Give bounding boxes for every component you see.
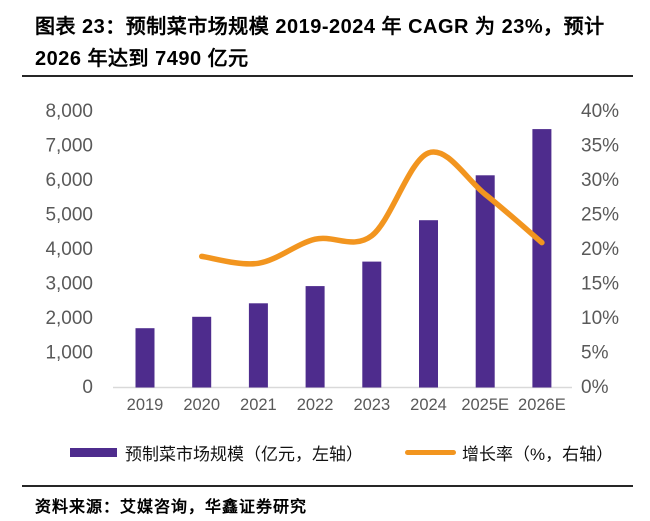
- figure-title: 图表 23：预制菜市场规模 2019-2024 年 CAGR 为 23%，预计 …: [35, 11, 625, 75]
- legend-line-swatch: [405, 449, 456, 455]
- legend-item-growth-rate: 增长率（%，右轴）: [405, 440, 613, 464]
- bar-2024: [419, 220, 438, 388]
- y-axis-left-tick-6000: 6,000: [45, 170, 93, 191]
- y-axis-right-tick-20: 20%: [581, 239, 619, 260]
- growth-rate-line: [198, 149, 545, 267]
- x-label-2024: 2024: [410, 396, 447, 414]
- bar-2026E: [532, 129, 552, 388]
- figure-title-line1: 图表 23：预制菜市场规模 2019-2024 年 CAGR 为 23%，预计: [35, 16, 605, 38]
- legend-item-market-size: 预制菜市场规模（亿元，左轴）: [70, 440, 363, 464]
- y-axis-left-tick-3000: 3,000: [45, 274, 93, 295]
- chart-legend: 预制菜市场规模（亿元，左轴） 增长率（%，右轴）: [0, 440, 650, 464]
- bar-2022: [305, 286, 325, 388]
- bar-2019: [135, 328, 155, 388]
- y-axis-right-tick-25: 25%: [581, 205, 619, 226]
- figure-title-line2: 2026 年达到 7490 亿元: [35, 48, 249, 70]
- x-label-2025E: 2025E: [461, 396, 509, 414]
- y-axis-right-tick-10: 10%: [581, 308, 619, 329]
- footer-divider: [22, 485, 633, 487]
- x-label-2022: 2022: [297, 396, 334, 414]
- bar-2023: [362, 261, 382, 388]
- y-axis-left-tick-2000: 2,000: [45, 308, 93, 329]
- title-divider: [22, 75, 633, 77]
- legend-bar-label: 预制菜市场规模（亿元，左轴）: [125, 444, 363, 464]
- x-label-2020: 2020: [183, 396, 220, 414]
- bar-2020: [192, 316, 212, 388]
- bar-2021: [248, 303, 268, 388]
- y-axis-right-tick-0: 0%: [581, 377, 609, 398]
- bar-2025E: [475, 175, 495, 388]
- y-axis-right-tick-35: 35%: [581, 136, 619, 157]
- y-axis-right-tick-5: 5%: [581, 343, 609, 364]
- x-label-2021: 2021: [240, 396, 277, 414]
- legend-line-label: 增长率（%，右轴）: [462, 444, 614, 464]
- source-note: 资料来源：艾媒咨询，华鑫证券研究: [35, 499, 308, 516]
- y-axis-left-tick-4000: 4,000: [45, 239, 93, 260]
- x-label-2023: 2023: [353, 396, 390, 414]
- y-axis-left-tick-8000: 8,000: [45, 101, 93, 122]
- y-axis-left-tick-7000: 7,000: [45, 136, 93, 157]
- y-axis-right-tick-15: 15%: [581, 274, 619, 295]
- y-axis-left-tick-5000: 5,000: [45, 205, 93, 226]
- y-axis-right-tick-30: 30%: [581, 170, 619, 191]
- x-label-2019: 2019: [127, 396, 164, 414]
- y-axis-left-tick-0: 0: [82, 377, 93, 398]
- legend-bar-swatch: [70, 447, 117, 457]
- y-axis-left-tick-1000: 1,000: [45, 343, 93, 364]
- x-label-2026E: 2026E: [518, 396, 566, 414]
- y-axis-right-tick-40: 40%: [581, 101, 619, 122]
